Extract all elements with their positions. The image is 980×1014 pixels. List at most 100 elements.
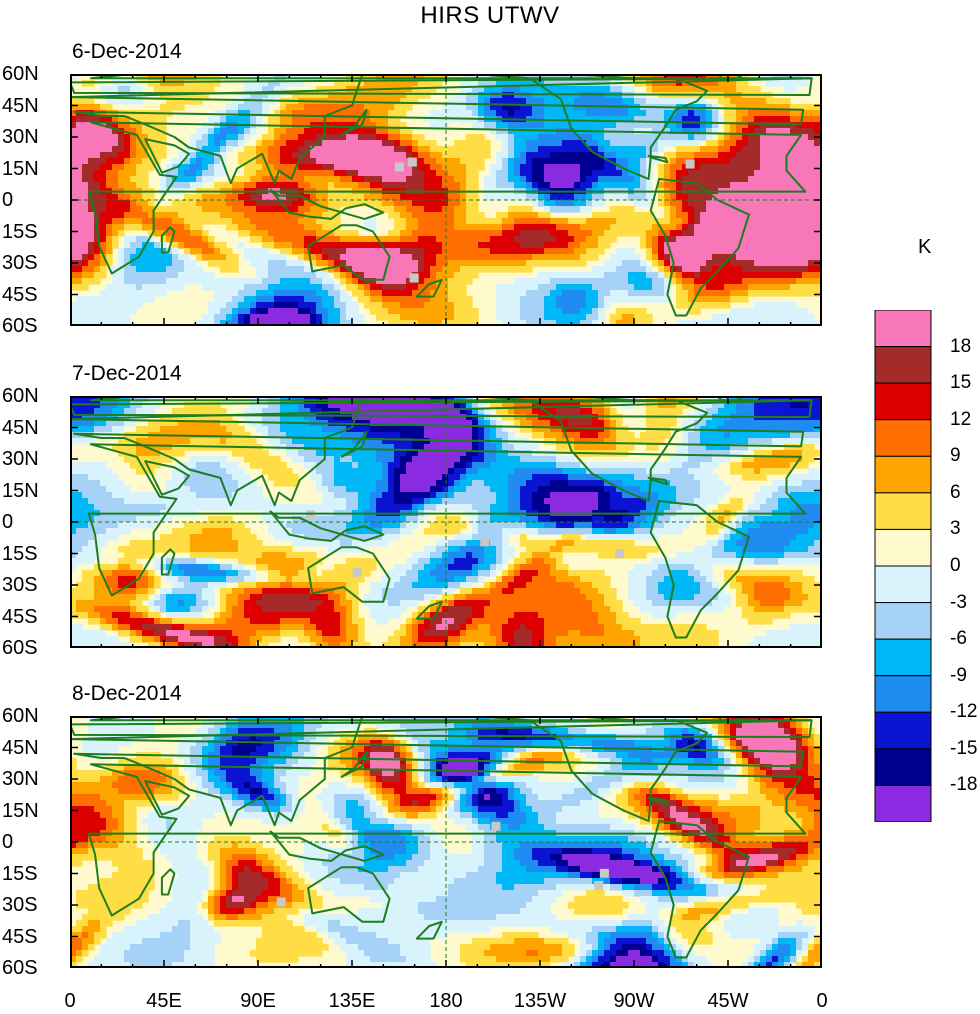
missing-data-marker: [407, 157, 417, 167]
coastline: [87, 443, 807, 597]
missing-data-marker: [594, 880, 604, 890]
coastline: [70, 719, 813, 738]
legend-label: 9: [950, 445, 961, 467]
lat-tick-label: 0: [2, 189, 14, 211]
missing-data-marker: [276, 897, 286, 907]
coastline: [649, 500, 750, 639]
coastline: [70, 77, 813, 96]
lat-tick-label: 15N: [2, 157, 39, 180]
map-panel-1: [70, 74, 822, 326]
lat-tick-label: 45S: [2, 925, 38, 948]
color-legend: [874, 310, 932, 822]
coastline: [269, 188, 385, 220]
lat-tick-label: 0: [2, 831, 14, 853]
chart-title: HIRS UTWV: [420, 2, 560, 29]
map-frame: [70, 74, 822, 326]
lat-tick-label: 45N: [2, 736, 39, 759]
anomaly-field: [70, 396, 822, 648]
legend-swatch: [874, 455, 932, 494]
lat-tick-label: 45S: [2, 605, 38, 628]
legend-swatch: [874, 419, 932, 457]
lon-tick-label: 90W: [613, 990, 655, 1012]
lat-tick-label: 60N: [2, 705, 39, 727]
legend-label: 12: [950, 408, 972, 430]
missing-data-marker: [599, 868, 609, 878]
legend-label: -18: [950, 774, 978, 796]
coastline: [340, 430, 368, 458]
lat-tick-label: 45N: [2, 416, 39, 439]
map-frame: [70, 396, 822, 648]
legend-swatch: [874, 492, 932, 530]
legend-label: -9: [950, 664, 967, 686]
lon-tick-label: 180: [429, 990, 463, 1012]
lon-tick-label: 90E: [240, 990, 276, 1012]
legend-swatch: [874, 528, 932, 567]
lon-tick-label: 135W: [513, 990, 567, 1012]
coastline: [70, 74, 813, 185]
legend-swatch: [874, 382, 932, 421]
lat-tick-label: 30N: [2, 126, 39, 148]
lon-tick-label: 135E: [328, 990, 376, 1012]
legend-swatch: [874, 675, 932, 713]
legend-swatch: [874, 602, 932, 640]
missing-data-marker: [409, 273, 419, 283]
lon-tick-label: 45E: [146, 990, 182, 1012]
coastline: [649, 820, 750, 959]
lat-tick-label: 60S: [2, 957, 38, 979]
coastline: [415, 278, 443, 298]
legend-label: 18: [950, 335, 972, 357]
lat-tick-label: 60N: [2, 63, 39, 85]
missing-data-marker: [615, 549, 625, 559]
coastline: [307, 224, 391, 281]
legend-label: 15: [950, 372, 972, 394]
coastline: [340, 750, 368, 778]
lat-tick-label: 15N: [2, 479, 39, 502]
lat-tick-label: 15S: [2, 542, 38, 565]
map-panel-2: [70, 396, 822, 648]
coastline: [647, 476, 669, 486]
panel-3-date: 8-Dec-2014: [72, 682, 182, 705]
coastline: [70, 716, 813, 827]
lon-tick-label: 45W: [707, 990, 749, 1012]
coastline: [307, 546, 391, 603]
coastline: [87, 121, 807, 275]
lat-tick-label: 15N: [2, 799, 39, 822]
coastline: [144, 138, 191, 174]
coastline: [269, 510, 385, 542]
lat-tick-label: 15S: [2, 862, 38, 885]
coastline: [160, 548, 176, 576]
legend-swatch: [874, 310, 932, 348]
lat-tick-label: 30N: [2, 768, 39, 790]
lat-tick-label: 0: [2, 511, 14, 533]
lat-tick-label: 30S: [2, 894, 38, 916]
missing-data-marker: [480, 537, 490, 547]
legend-label: -6: [950, 628, 967, 650]
legend-label: -3: [950, 591, 967, 613]
lat-tick-label: 60S: [2, 315, 38, 337]
lat-tick-label: 15S: [2, 220, 38, 243]
coastline: [70, 396, 813, 507]
lat-tick-label: 45S: [2, 283, 38, 306]
missing-data-marker: [305, 510, 315, 520]
coastline: [415, 600, 443, 620]
lat-tick-label: 30N: [2, 448, 39, 470]
map-frame: [70, 716, 822, 968]
coastline: [269, 830, 385, 862]
lon-tick-label: 0: [816, 990, 828, 1012]
coastline: [160, 226, 176, 254]
legend-swatch: [874, 565, 932, 604]
legend-swatch: [874, 638, 932, 677]
map-panel-3: [70, 716, 822, 968]
lat-tick-label: 60N: [2, 385, 39, 407]
coastline: [649, 178, 750, 317]
coastline: [415, 920, 443, 940]
lat-tick-label: 60S: [2, 637, 38, 659]
legend-swatch: [874, 346, 932, 384]
missing-data-marker: [685, 159, 695, 169]
legend-label: -12: [950, 701, 978, 723]
legend-swatch: [874, 748, 932, 786]
legend-label: 0: [950, 555, 961, 576]
lat-tick-label: 30S: [2, 574, 38, 596]
panel-1-date: 6-Dec-2014: [72, 40, 182, 63]
lat-tick-label: 45N: [2, 94, 39, 117]
